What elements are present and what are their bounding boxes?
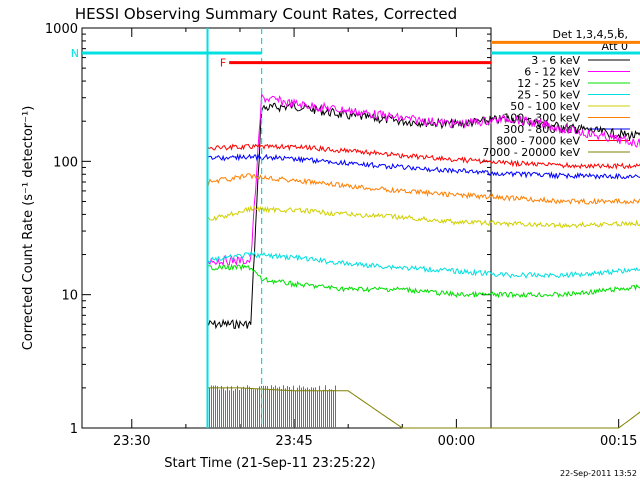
legend-label-1: 3 - 6 keV xyxy=(531,54,580,67)
legend-label-2: 6 - 12 keV xyxy=(524,66,580,79)
series-line-3 xyxy=(207,263,640,299)
flag-label-2: N xyxy=(71,47,79,60)
plot-frame xyxy=(81,27,492,429)
legend-label-8: 800 - 7000 keV xyxy=(496,135,580,148)
chart-title: HESSI Observing Summary Count Rates, Cor… xyxy=(75,5,457,23)
series-line-8 xyxy=(207,143,640,171)
x-tick-label: 00:15 xyxy=(600,434,637,449)
series-line-9 xyxy=(207,387,640,429)
x-tick-label: 00:00 xyxy=(438,434,475,449)
legend-label-9: 7000 - 20000 keV xyxy=(482,146,580,159)
x-tick-label: 23:45 xyxy=(275,434,312,449)
y-axis-label: Corrected Count Rate (s⁻¹ detector⁻¹) xyxy=(21,106,36,351)
y-tick-label: 100 xyxy=(53,155,78,170)
y-tick-label: 10 xyxy=(61,289,78,304)
series-line-2 xyxy=(207,92,640,267)
legend-label-3: 12 - 25 keV xyxy=(517,77,580,90)
legend-label-7: 300 - 800 keV xyxy=(503,123,580,136)
series-line-7 xyxy=(207,153,640,180)
x-tick-label: 23:30 xyxy=(113,434,150,449)
series-line-6 xyxy=(207,173,640,205)
legend-header-line1: Det 1,3,4,5,6, xyxy=(552,28,628,41)
legend-label-5: 50 - 100 keV xyxy=(510,100,580,113)
date-stamp: 22-Sep-2011 13:52 xyxy=(560,469,637,478)
y-tick-label: 1 xyxy=(70,422,78,437)
series-line-5 xyxy=(207,205,640,229)
x-axis-label: Start Time (21-Sep-11 23:25:22) xyxy=(164,456,375,471)
series-line-4 xyxy=(207,251,640,279)
plot-area: 110100100023:3023:4500:0000:1500:3000:45… xyxy=(45,22,640,449)
y-tick-label: 1000 xyxy=(45,22,78,37)
flag-label-1: F xyxy=(220,57,226,70)
legend-label-4: 25 - 50 keV xyxy=(517,89,580,102)
